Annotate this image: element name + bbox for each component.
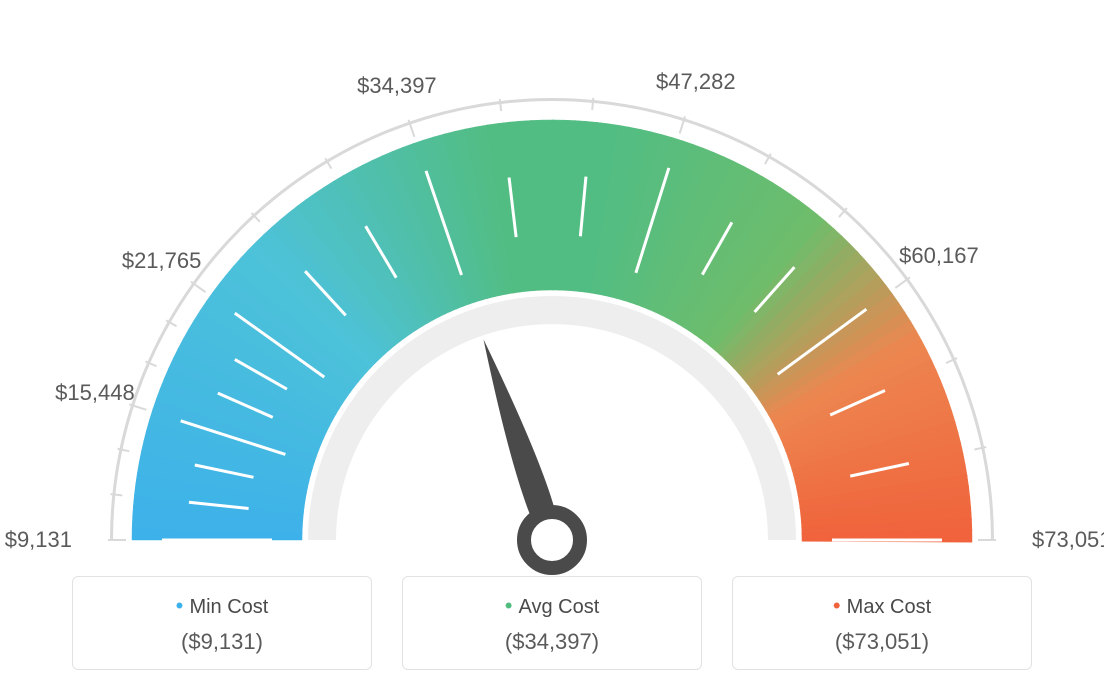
legend-min-label: Min Cost: [83, 593, 361, 619]
gauge-tick-label: $73,051: [1032, 527, 1104, 553]
gauge-svg: [22, 50, 1082, 610]
legend-max-value: ($73,051): [743, 629, 1021, 655]
gauge-tick-label: $9,131: [5, 527, 72, 553]
legend-min-box: Min Cost ($9,131): [72, 576, 372, 670]
gauge-chart: $9,131 $15,448 $21,765 $34,397 $47,282 $60,16…: [0, 0, 1104, 560]
gauge-tick-label: $15,448: [55, 380, 135, 406]
gauge-tick-label: $60,167: [899, 243, 979, 269]
legend-max-label: Max Cost: [743, 593, 1021, 619]
gauge-tick-label: $21,765: [122, 248, 202, 274]
gauge-tick-label: $47,282: [656, 69, 736, 95]
legend-avg-label: Avg Cost: [413, 593, 691, 619]
legend-min-value: ($9,131): [83, 629, 361, 655]
gauge-tick-label: $34,397: [357, 73, 437, 99]
legend-avg-value: ($34,397): [413, 629, 691, 655]
legend-row: Min Cost ($9,131) Avg Cost ($34,397) Max…: [0, 576, 1104, 670]
legend-avg-box: Avg Cost ($34,397): [402, 576, 702, 670]
legend-max-box: Max Cost ($73,051): [732, 576, 1032, 670]
